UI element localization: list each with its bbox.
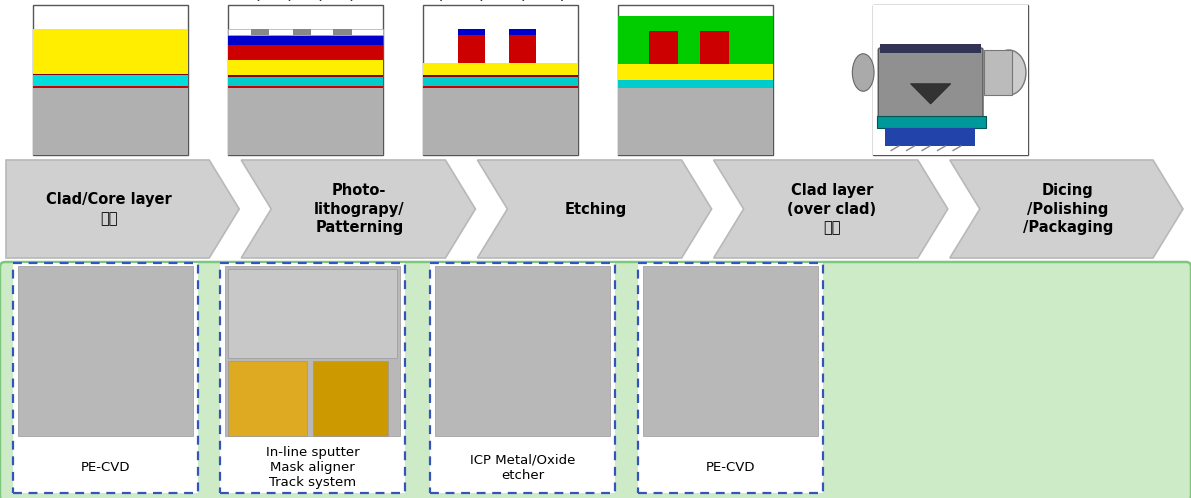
- Bar: [459, 29, 485, 35]
- Text: PE-CVD: PE-CVD: [81, 461, 130, 474]
- Text: Clad layer
(over clad)
증착: Clad layer (over clad) 증착: [787, 183, 877, 235]
- Polygon shape: [6, 160, 239, 258]
- Bar: [32, 75, 187, 86]
- Text: PE-CVD: PE-CVD: [706, 461, 755, 474]
- Text: Photo-
lithograpy/
Patterning: Photo- lithograpy/ Patterning: [314, 183, 405, 235]
- Bar: [617, 88, 773, 155]
- Text: Dicing
/Polishing
/Packaging: Dicing /Polishing /Packaging: [1023, 183, 1114, 235]
- Bar: [617, 5, 773, 155]
- Bar: [251, 29, 269, 35]
- Bar: [32, 28, 187, 74]
- Bar: [225, 266, 400, 436]
- Bar: [877, 116, 986, 128]
- Bar: [333, 29, 351, 35]
- Polygon shape: [242, 160, 475, 258]
- Bar: [423, 63, 578, 75]
- Bar: [510, 35, 536, 63]
- Ellipse shape: [992, 50, 1025, 95]
- Bar: [423, 5, 578, 155]
- Ellipse shape: [853, 54, 874, 91]
- Bar: [984, 50, 1012, 95]
- FancyBboxPatch shape: [430, 263, 615, 493]
- Bar: [649, 30, 678, 64]
- Bar: [227, 269, 397, 358]
- Bar: [459, 35, 485, 63]
- Bar: [885, 128, 974, 146]
- Bar: [880, 44, 981, 53]
- Bar: [617, 64, 773, 80]
- Bar: [617, 80, 773, 88]
- Bar: [227, 60, 382, 75]
- Bar: [227, 362, 307, 436]
- FancyBboxPatch shape: [878, 48, 983, 120]
- Bar: [32, 86, 187, 88]
- Bar: [423, 86, 578, 88]
- Text: Clad/Core layer
증착: Clad/Core layer 증착: [46, 192, 172, 226]
- Bar: [312, 362, 388, 436]
- Bar: [423, 77, 578, 86]
- Bar: [32, 88, 187, 155]
- Bar: [510, 29, 536, 35]
- FancyBboxPatch shape: [220, 263, 405, 493]
- Bar: [32, 5, 187, 155]
- Polygon shape: [949, 160, 1183, 258]
- Text: In-line sputter
Mask aligner
Track system: In-line sputter Mask aligner Track syste…: [266, 446, 360, 489]
- Bar: [423, 75, 578, 77]
- Bar: [227, 86, 382, 88]
- FancyBboxPatch shape: [13, 263, 198, 493]
- Bar: [435, 266, 610, 436]
- Bar: [643, 266, 818, 436]
- Text: Etching: Etching: [565, 202, 626, 217]
- Polygon shape: [478, 160, 711, 258]
- Bar: [423, 88, 578, 155]
- Bar: [617, 15, 773, 64]
- Bar: [227, 35, 382, 45]
- Text: ICP Metal/Oxide
etcher: ICP Metal/Oxide etcher: [469, 454, 575, 482]
- FancyBboxPatch shape: [638, 263, 823, 493]
- Bar: [227, 45, 382, 60]
- Bar: [227, 75, 382, 77]
- Bar: [227, 29, 382, 35]
- Bar: [293, 29, 311, 35]
- Bar: [18, 266, 193, 436]
- Bar: [227, 77, 382, 86]
- Bar: [873, 5, 1028, 155]
- FancyBboxPatch shape: [0, 262, 1191, 498]
- Bar: [32, 74, 187, 75]
- Bar: [873, 5, 1028, 155]
- Bar: [227, 88, 382, 155]
- Polygon shape: [910, 84, 950, 104]
- Bar: [699, 30, 729, 64]
- Bar: [873, 88, 1028, 155]
- Polygon shape: [713, 160, 948, 258]
- Bar: [227, 5, 382, 155]
